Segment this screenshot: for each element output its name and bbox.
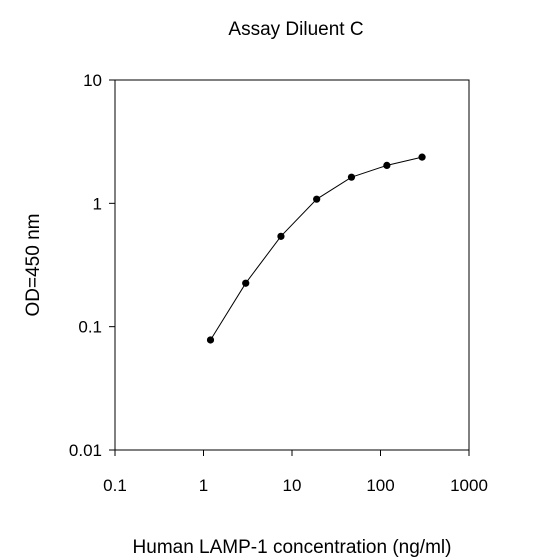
data-point	[242, 279, 250, 287]
x-axis-label: Human LAMP-1 concentration (ng/ml)	[133, 537, 452, 558]
data-point	[206, 336, 215, 344]
data-point	[383, 161, 391, 170]
data-point	[347, 173, 356, 181]
x-tick-label: 100	[366, 476, 394, 495]
x-axis: 0.1 1 10 100 1000	[103, 450, 488, 495]
series-line	[210, 156, 423, 341]
y-tick-label: 1	[93, 194, 102, 213]
y-tick-label: 10	[83, 71, 102, 90]
plot-area	[206, 153, 426, 344]
x-tick-label: 1000	[450, 476, 488, 495]
y-axis-label: OD=450 nm	[23, 214, 44, 317]
plot-frame	[114, 79, 470, 451]
x-tick-label: 10	[283, 476, 302, 495]
chart-title: Assay Diluent C	[228, 19, 363, 40]
y-tick-label: 0.01	[69, 441, 102, 460]
y-axis: 0.01 0.1 1 10	[69, 71, 115, 460]
y-tick-label: 0.1	[78, 318, 102, 337]
data-point	[313, 195, 321, 203]
data-point	[418, 153, 426, 161]
x-tick-label: 0.1	[103, 476, 127, 495]
data-point	[277, 232, 285, 240]
x-tick-label: 1	[199, 476, 208, 495]
